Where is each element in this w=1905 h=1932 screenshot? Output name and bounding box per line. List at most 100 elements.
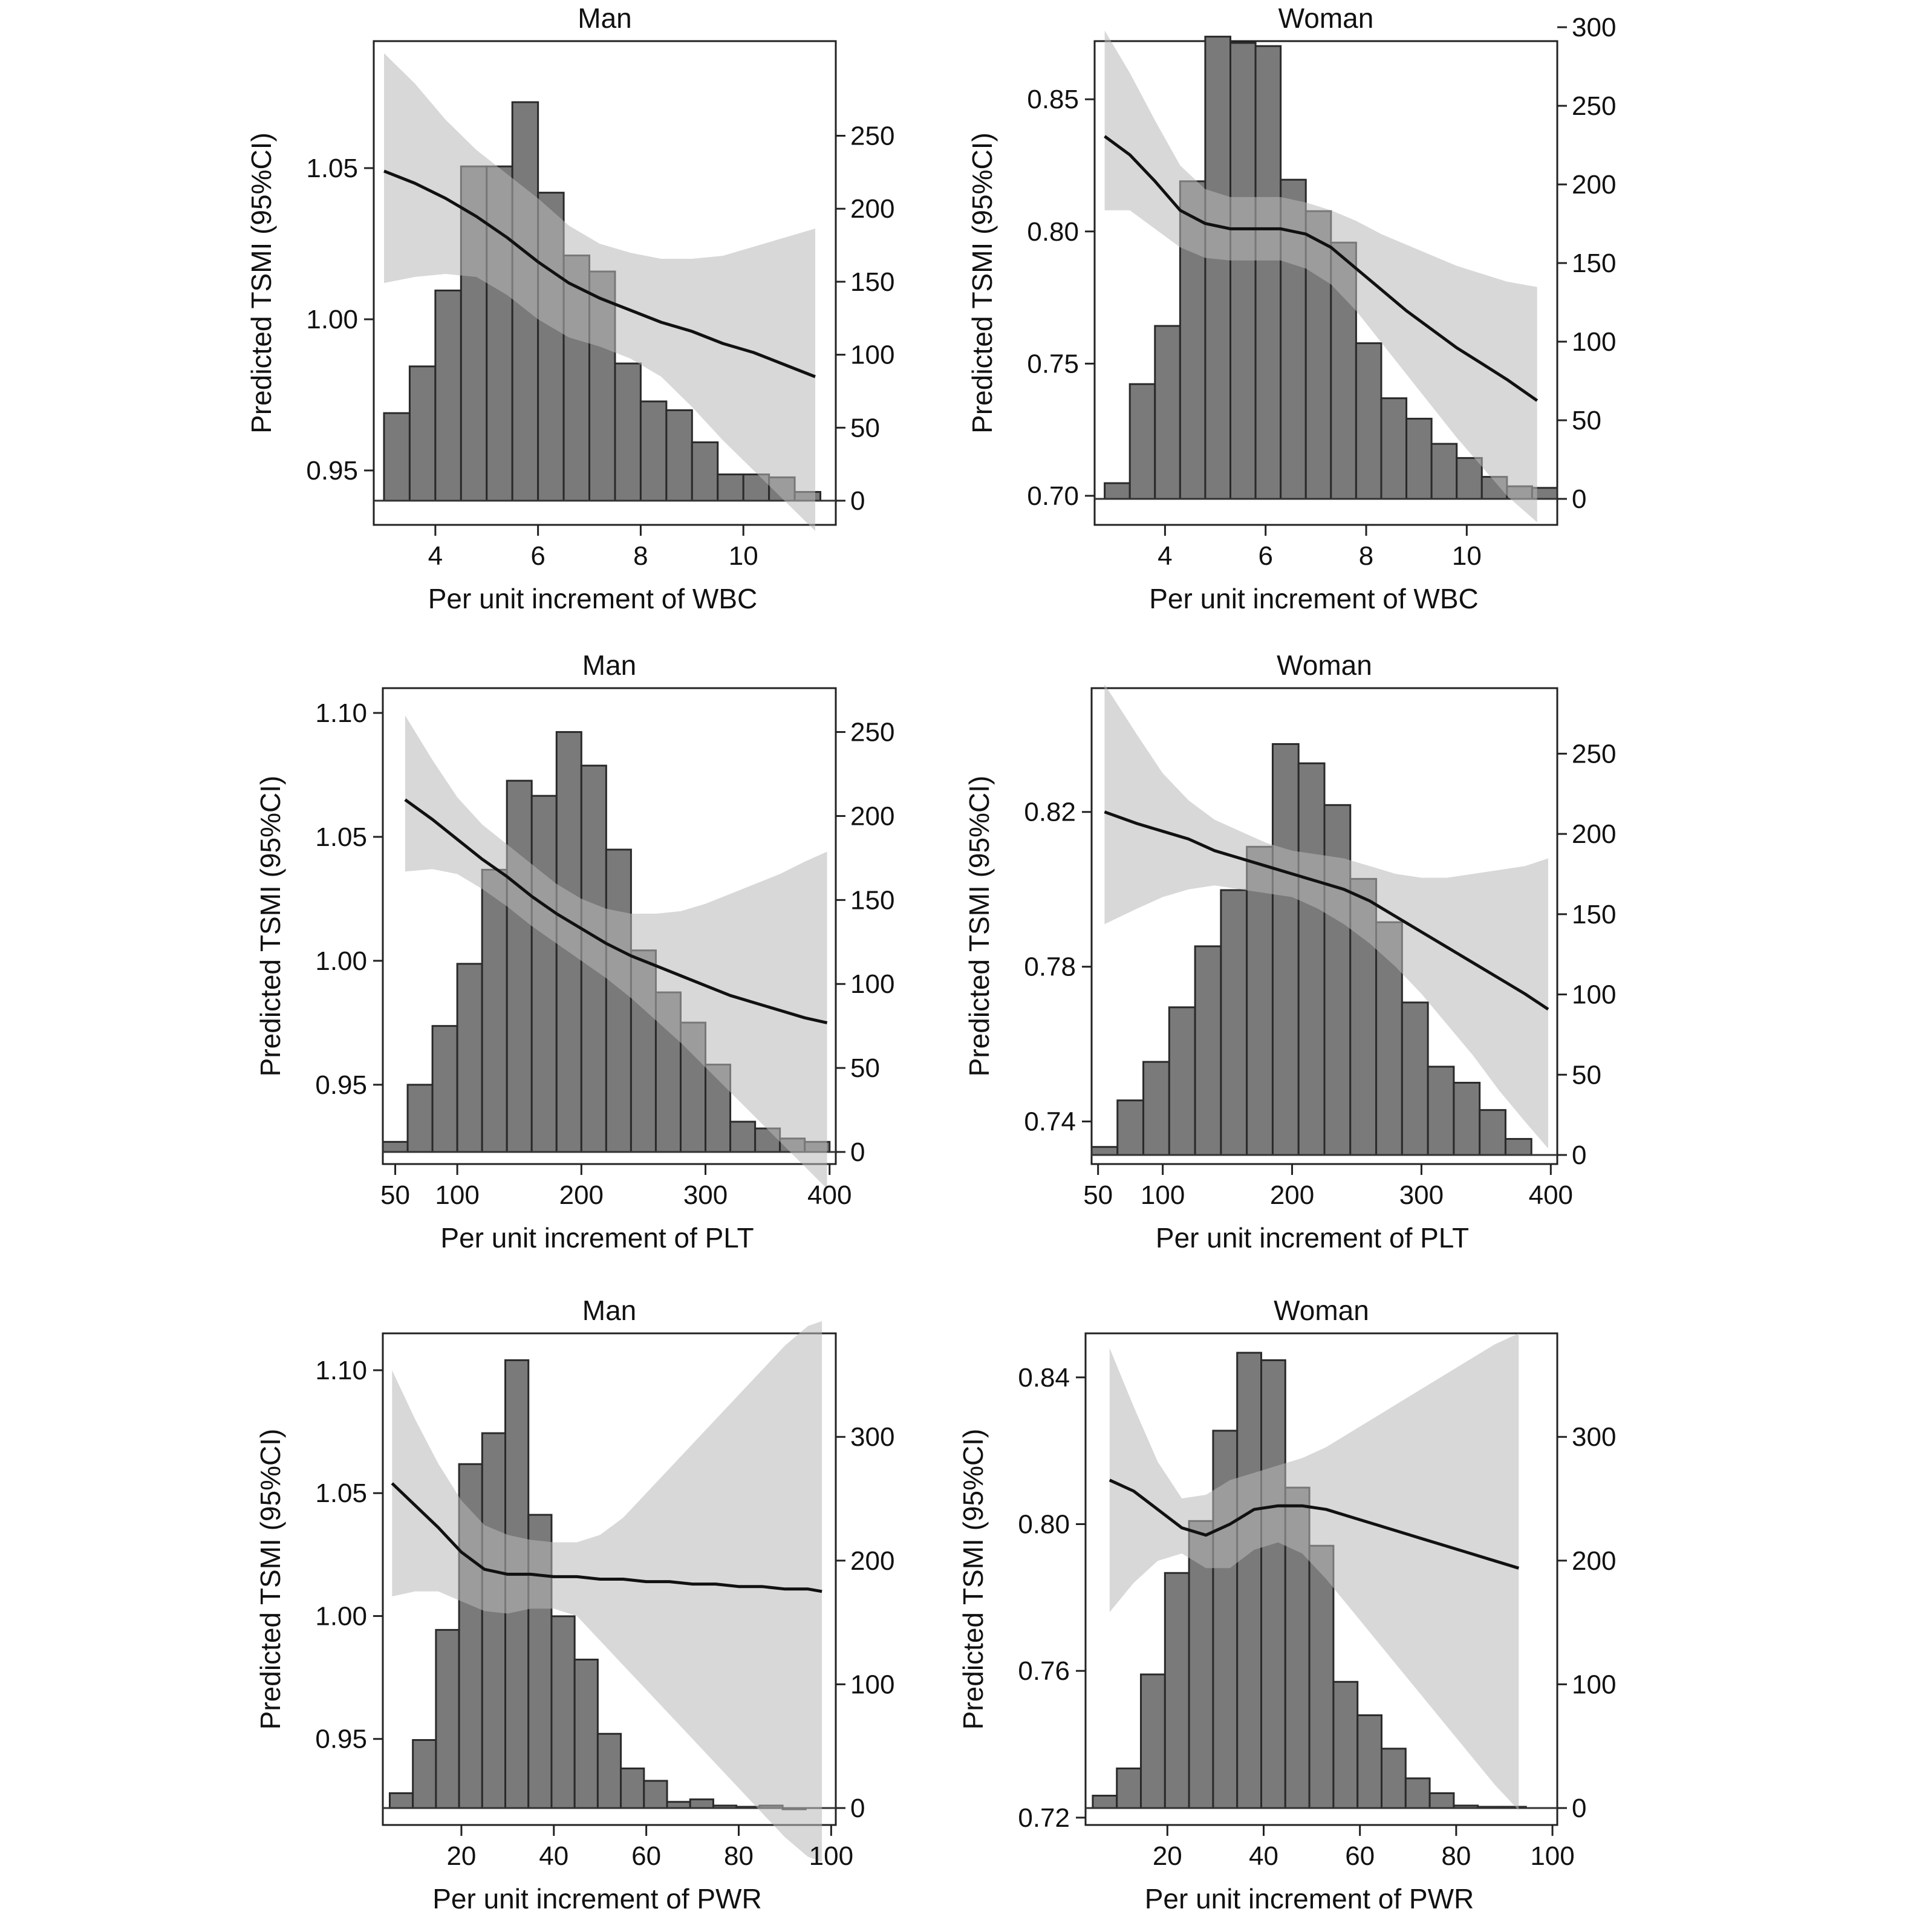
histogram-bar [1405,417,1433,500]
y2-tick-label: 250 [1572,91,1616,121]
y-axis-label: Predicted TSMI (95%CI) [957,1429,989,1730]
chart-title: Man [578,2,631,34]
y2-tick-label: 50 [1572,1060,1601,1090]
histogram-bar [1356,1714,1382,1809]
histogram-bar [1236,1351,1263,1809]
chart-title: Woman [1274,1295,1369,1326]
chart-title: Man [582,649,636,681]
y-tick-label: 0.82 [1024,798,1076,827]
fitted-line [1104,810,1549,1011]
histogram-bar [1090,1146,1119,1156]
histogram-bar [729,1120,757,1153]
y-axis-label: Predicted TSMI (95%CI) [963,776,995,1077]
histogram-bar [666,1801,691,1809]
histogram-bar [1092,1795,1118,1809]
x-tick-label: 400 [1529,1180,1573,1210]
x-tick-label: 60 [631,1841,661,1871]
histogram-bar [1116,1099,1145,1156]
x-tick-label: 40 [539,1841,568,1871]
histogram-bar [1380,1748,1407,1809]
x-tick-label: 80 [724,1841,754,1871]
x-axis-label: Per unit increment of PLT [1156,1222,1469,1254]
histogram-bar [620,1768,645,1809]
chart-panel-5: 0.95 1.00 1.05 1.10 0 100 200 300 20 40 60 80 100 Man… [255,1295,894,1914]
x-tick-label: 300 [683,1180,728,1210]
y-tick-label: 1.05 [306,154,358,183]
y2-tick-label: 200 [850,801,894,831]
y2-tick-label: 100 [850,969,894,999]
y-tick-label: 0.74 [1024,1107,1076,1137]
histogram-bar [1128,383,1156,500]
histogram-bar [435,1628,460,1809]
x-tick-label: 50 [1083,1180,1113,1210]
confidence-band [384,53,815,531]
histogram-bar [596,1732,622,1809]
x-tick-label: 4 [428,541,443,571]
x-tick-label: 6 [530,541,545,571]
y-tick-label: 0.75 [1027,349,1079,379]
y-tick-label: 1.00 [315,946,367,976]
y-axis-label: Predicted TSMI (95%CI) [255,776,286,1077]
x-tick-label: 8 [633,541,648,571]
histogram-bar [408,365,437,502]
histogram-bar [1430,443,1458,500]
y2-tick-label: 200 [850,1546,894,1576]
histogram-bar [1164,1572,1190,1809]
histogram-bar [382,1140,409,1153]
chart-title: Woman [1278,2,1374,34]
histogram-bar [1428,1792,1455,1809]
histogram-bar [1116,1768,1142,1809]
y-axis-label: Predicted TSMI (95%CI) [255,1429,286,1730]
histogram-bar [1456,457,1483,500]
y2-tick-label: 300 [1572,1422,1616,1452]
y2-tick-label: 50 [850,1053,880,1083]
y2-tick-label: 50 [1572,406,1601,435]
y2-tick-label: 0 [1572,1140,1586,1170]
histogram-bar [406,1084,434,1153]
x-tick-label: 60 [1345,1841,1375,1871]
x-axis-label: Per unit increment of PWR [1145,1883,1474,1914]
y2-tick-label: 250 [850,718,894,747]
x-tick-label: 6 [1258,541,1272,571]
x-tick-label: 80 [1441,1841,1471,1871]
y-tick-label: 1.05 [315,822,367,852]
histogram-bar [1308,1544,1335,1809]
confidence-band [405,715,827,1189]
fitted-line [391,1482,822,1593]
y2-tick-label: 100 [1572,1670,1616,1699]
y2-tick-label: 0 [850,486,865,516]
histogram-bar [481,1432,507,1809]
chart-panel-2: 0.70 0.75 0.80 0.85 0 50 100 150 200 250 300 4 6 8 10 W… [966,2,1616,614]
histogram-bar [1355,342,1382,500]
histogram-bar [689,1798,714,1809]
y-tick-label: 1.00 [306,305,358,334]
fitted-line [404,798,828,1024]
histogram-bar [1271,743,1300,1156]
histogram-bar [1380,397,1408,500]
x-tick-label: 200 [1270,1180,1314,1210]
y-tick-label: 1.10 [315,1356,367,1385]
y2-tick-label: 300 [850,1422,894,1452]
y2-tick-label: 100 [1572,327,1616,357]
x-tick-label: 10 [729,541,758,571]
y2-tick-label: 150 [850,885,894,915]
fitted-line [383,169,816,379]
chart-panel-3: 0.95 1.00 1.05 1.10 0 50 100 150 200 250 50 100 200 3… [255,649,894,1254]
histogram-bar [481,868,508,1153]
histogram-bar [691,441,719,502]
y-tick-label: 0.80 [1027,217,1079,247]
x-tick-label: 8 [1359,541,1373,571]
y2-tick-label: 0 [1572,484,1586,514]
x-tick-label: 200 [559,1180,604,1210]
x-tick-label: 20 [1153,1841,1182,1871]
histogram-bar [388,1792,414,1809]
y2-tick-label: 250 [850,121,894,151]
y2-tick-label: 150 [850,267,894,297]
histogram-bar [1104,482,1131,500]
x-tick-label: 400 [807,1180,852,1210]
y2-tick-label: 0 [850,1794,865,1823]
chart-panel-6: 0.72 0.76 0.80 0.84 0 100 200 300 20 40 60 80 100 Wom… [957,1295,1616,1914]
chart-title: Man [582,1295,636,1326]
histogram-bar [665,409,693,502]
